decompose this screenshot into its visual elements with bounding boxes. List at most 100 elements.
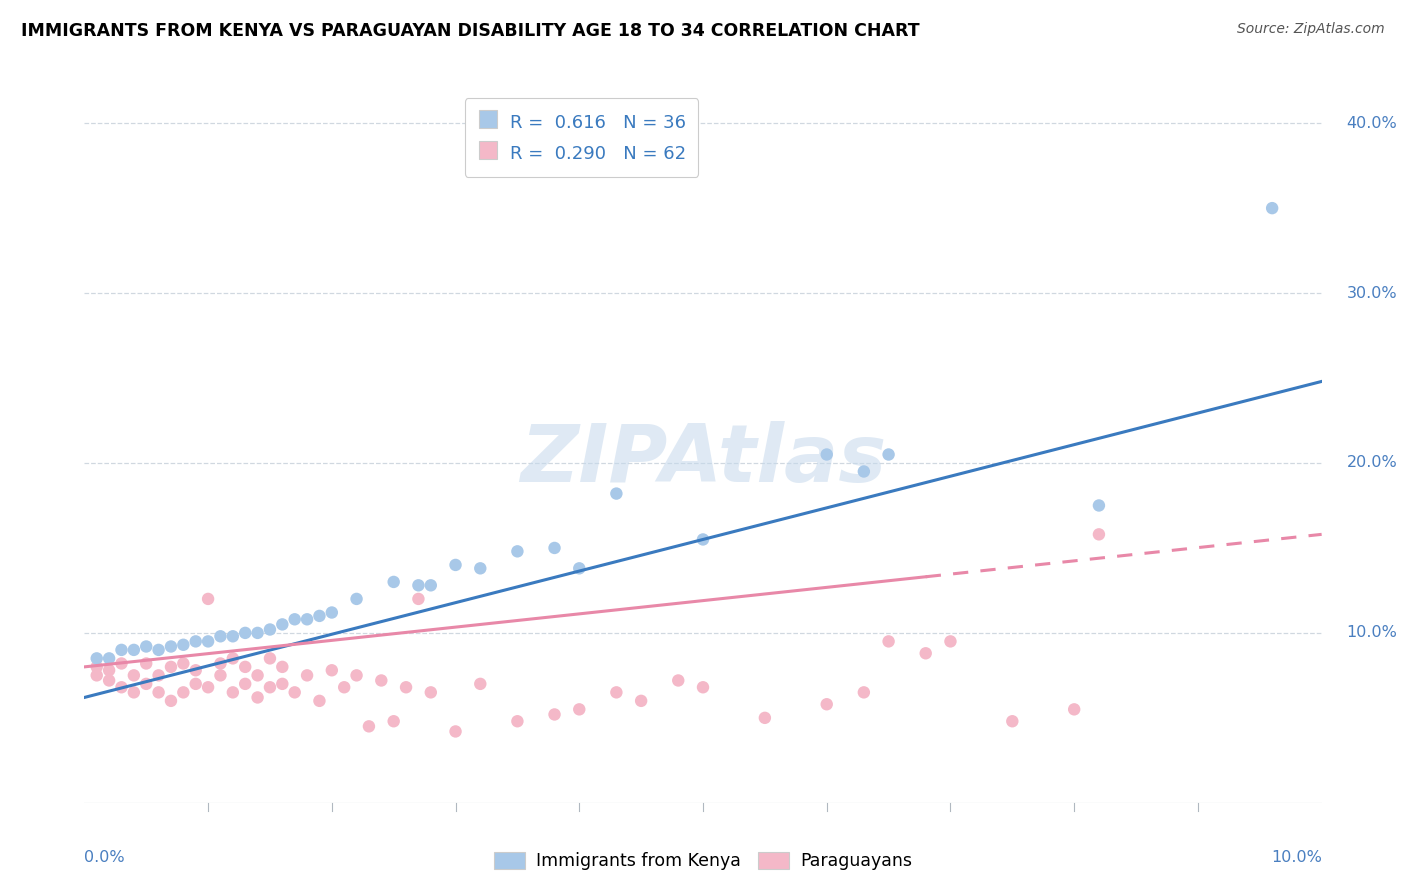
Text: 10.0%: 10.0% xyxy=(1271,850,1322,865)
Point xyxy=(321,663,343,677)
Point xyxy=(184,677,207,691)
Point xyxy=(135,640,157,654)
Point xyxy=(246,626,269,640)
Point xyxy=(470,677,492,691)
Point xyxy=(209,668,232,682)
Text: IMMIGRANTS FROM KENYA VS PARAGUAYAN DISABILITY AGE 18 TO 34 CORRELATION CHART: IMMIGRANTS FROM KENYA VS PARAGUAYAN DISA… xyxy=(21,22,920,40)
Point xyxy=(233,626,256,640)
Point xyxy=(222,651,245,665)
Point xyxy=(259,623,281,637)
Point xyxy=(568,702,591,716)
Point xyxy=(160,694,183,708)
Point xyxy=(605,486,627,500)
Point xyxy=(395,680,418,694)
Point xyxy=(295,612,318,626)
Point xyxy=(110,643,132,657)
Point xyxy=(197,591,219,606)
Point xyxy=(122,643,145,657)
Point xyxy=(346,591,368,606)
Point xyxy=(321,606,343,620)
Text: 0.0%: 0.0% xyxy=(84,850,125,865)
Point xyxy=(877,634,900,648)
Text: 10.0%: 10.0% xyxy=(1347,625,1398,640)
Point xyxy=(122,685,145,699)
Point xyxy=(197,634,219,648)
Point xyxy=(233,660,256,674)
Point xyxy=(568,561,591,575)
Point xyxy=(692,680,714,694)
Point xyxy=(408,591,430,606)
Point xyxy=(148,668,170,682)
Point xyxy=(284,612,307,626)
Point xyxy=(357,719,380,733)
Point xyxy=(852,685,875,699)
Point xyxy=(184,663,207,677)
Point xyxy=(815,698,838,712)
Point xyxy=(1088,499,1111,513)
Point xyxy=(209,657,232,671)
Point xyxy=(135,677,157,691)
Point xyxy=(148,643,170,657)
Point xyxy=(160,660,183,674)
Text: Source: ZipAtlas.com: Source: ZipAtlas.com xyxy=(1237,22,1385,37)
Point xyxy=(630,694,652,708)
Point xyxy=(209,629,232,643)
Point xyxy=(444,724,467,739)
Point xyxy=(877,448,900,462)
Point xyxy=(308,608,330,623)
Point xyxy=(1001,714,1024,729)
Point xyxy=(98,663,121,677)
Point xyxy=(506,714,529,729)
Point xyxy=(666,673,689,688)
Point xyxy=(295,668,318,682)
Text: ZIPAtlas: ZIPAtlas xyxy=(520,421,886,500)
Point xyxy=(246,668,269,682)
Point xyxy=(172,685,194,699)
Point xyxy=(86,651,108,665)
Point xyxy=(370,673,392,688)
Point xyxy=(98,673,121,688)
Point xyxy=(939,634,962,648)
Point xyxy=(148,685,170,699)
Point xyxy=(506,544,529,558)
Point xyxy=(135,657,157,671)
Point xyxy=(333,680,356,694)
Point xyxy=(852,465,875,479)
Legend: R =  0.616   N = 36, R =  0.290   N = 62: R = 0.616 N = 36, R = 0.290 N = 62 xyxy=(464,98,699,177)
Point xyxy=(543,541,565,555)
Point xyxy=(184,634,207,648)
Point xyxy=(259,651,281,665)
Point xyxy=(246,690,269,705)
Point xyxy=(197,680,219,694)
Point xyxy=(110,680,132,694)
Point xyxy=(86,668,108,682)
Point xyxy=(98,651,121,665)
Point xyxy=(284,685,307,699)
Point xyxy=(122,668,145,682)
Point xyxy=(271,660,294,674)
Point xyxy=(914,646,936,660)
Point xyxy=(605,685,627,699)
Point xyxy=(382,714,405,729)
Text: 40.0%: 40.0% xyxy=(1347,116,1398,131)
Point xyxy=(419,685,441,699)
Point xyxy=(86,660,108,674)
Point xyxy=(1261,201,1284,215)
Point xyxy=(271,617,294,632)
Point xyxy=(271,677,294,691)
Point xyxy=(408,578,430,592)
Point xyxy=(222,629,245,643)
Point xyxy=(1063,702,1085,716)
Point xyxy=(160,640,183,654)
Point xyxy=(172,657,194,671)
Point xyxy=(754,711,776,725)
Point xyxy=(470,561,492,575)
Legend: Immigrants from Kenya, Paraguayans: Immigrants from Kenya, Paraguayans xyxy=(485,843,921,879)
Point xyxy=(1088,527,1111,541)
Point xyxy=(308,694,330,708)
Point xyxy=(419,578,441,592)
Point xyxy=(543,707,565,722)
Text: 30.0%: 30.0% xyxy=(1347,285,1398,301)
Point xyxy=(692,533,714,547)
Point xyxy=(172,638,194,652)
